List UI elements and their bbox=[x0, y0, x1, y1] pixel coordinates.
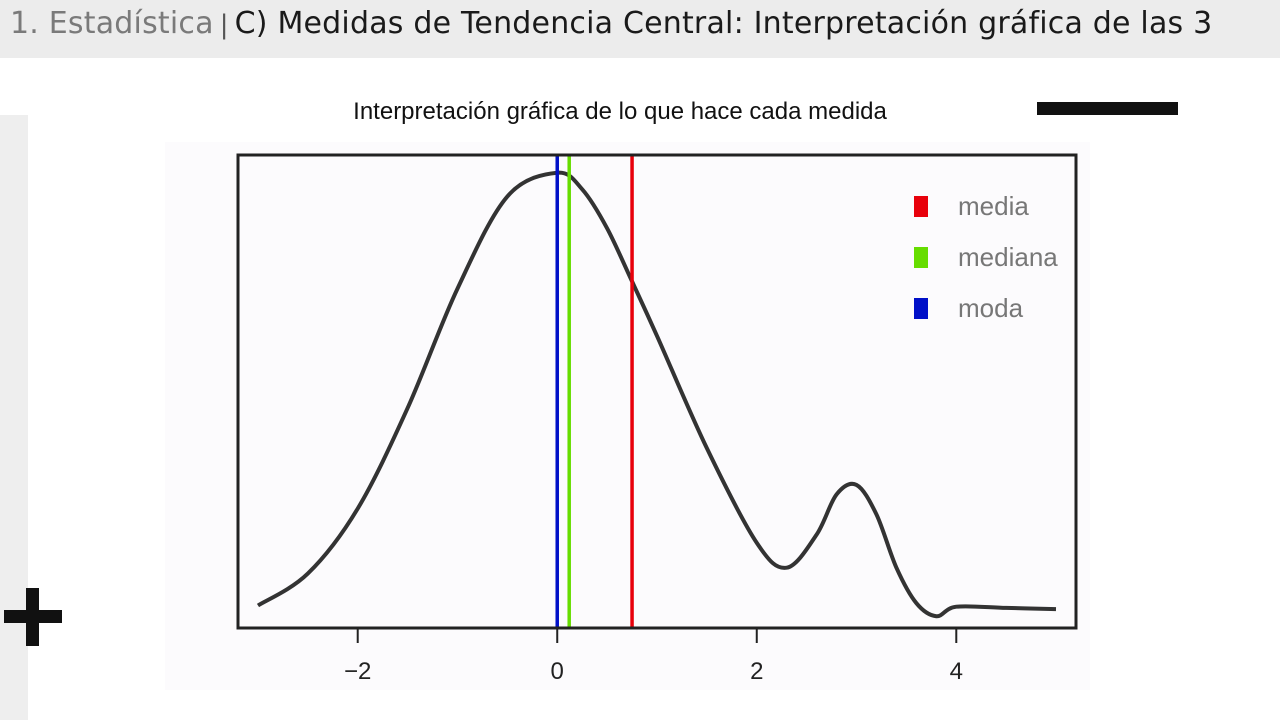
page-title: C) Medidas de Tendencia Central: Interpr… bbox=[234, 6, 1213, 41]
x-tick-label: 2 bbox=[750, 658, 763, 685]
density-chart: −2 0 2 4 media mediana moda bbox=[236, 153, 1078, 685]
density-curve bbox=[256, 170, 1057, 619]
plus-icon[interactable] bbox=[4, 588, 62, 646]
breadcrumb-separator: | bbox=[219, 10, 229, 40]
header-bar: 1. Estadística | C) Medidas de Tendencia C… bbox=[0, 0, 1280, 58]
chart-panel: −2 0 2 4 media mediana moda bbox=[165, 142, 1090, 690]
legend-swatch-media bbox=[914, 196, 928, 217]
decorative-bar bbox=[1037, 102, 1178, 115]
legend-label-media: media bbox=[958, 191, 1029, 221]
plot-frame bbox=[236, 153, 1078, 630]
x-tick-label: −2 bbox=[344, 658, 371, 685]
slide-title: Interpretación gráfica de lo que hace ca… bbox=[353, 98, 887, 125]
legend-label-mediana: mediana bbox=[958, 242, 1058, 272]
x-tick-label: 4 bbox=[950, 658, 963, 685]
breadcrumb: 1. Estadística bbox=[10, 6, 214, 41]
x-tick-label: 0 bbox=[551, 658, 564, 685]
legend-swatch-moda bbox=[914, 298, 928, 319]
header-title-line: 1. Estadística | C) Medidas de Tendencia C… bbox=[10, 4, 1212, 45]
legend-label-moda: moda bbox=[958, 293, 1024, 323]
legend-swatch-mediana bbox=[914, 247, 928, 268]
